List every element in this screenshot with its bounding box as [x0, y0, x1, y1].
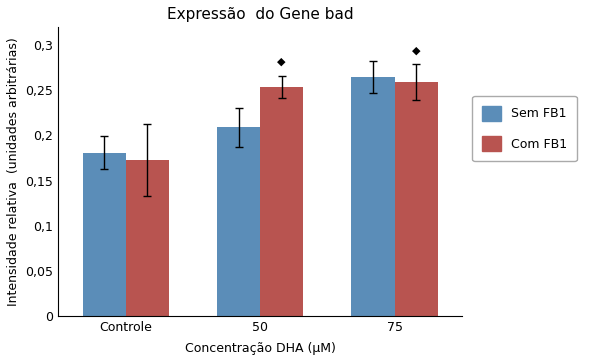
Bar	[82, 153, 126, 316]
Text: ◆: ◆	[277, 57, 286, 67]
Bar	[126, 160, 169, 316]
Bar	[394, 82, 437, 316]
Text: ◆: ◆	[412, 45, 420, 55]
Bar	[217, 127, 260, 316]
X-axis label: Concentração DHA (μM): Concentração DHA (μM)	[185, 342, 336, 355]
Legend: Sem FB1, Com FB1: Sem FB1, Com FB1	[472, 96, 577, 161]
Bar	[260, 87, 303, 316]
Title: Expressão  do Gene bad: Expressão do Gene bad	[167, 7, 353, 22]
Bar	[352, 77, 394, 316]
Y-axis label: Intensidade relativa  (unidades arbitrárias): Intensidade relativa (unidades arbitrári…	[7, 37, 20, 306]
